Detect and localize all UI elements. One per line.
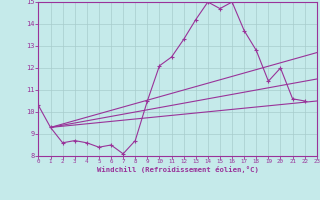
X-axis label: Windchill (Refroidissement éolien,°C): Windchill (Refroidissement éolien,°C)	[97, 166, 259, 173]
